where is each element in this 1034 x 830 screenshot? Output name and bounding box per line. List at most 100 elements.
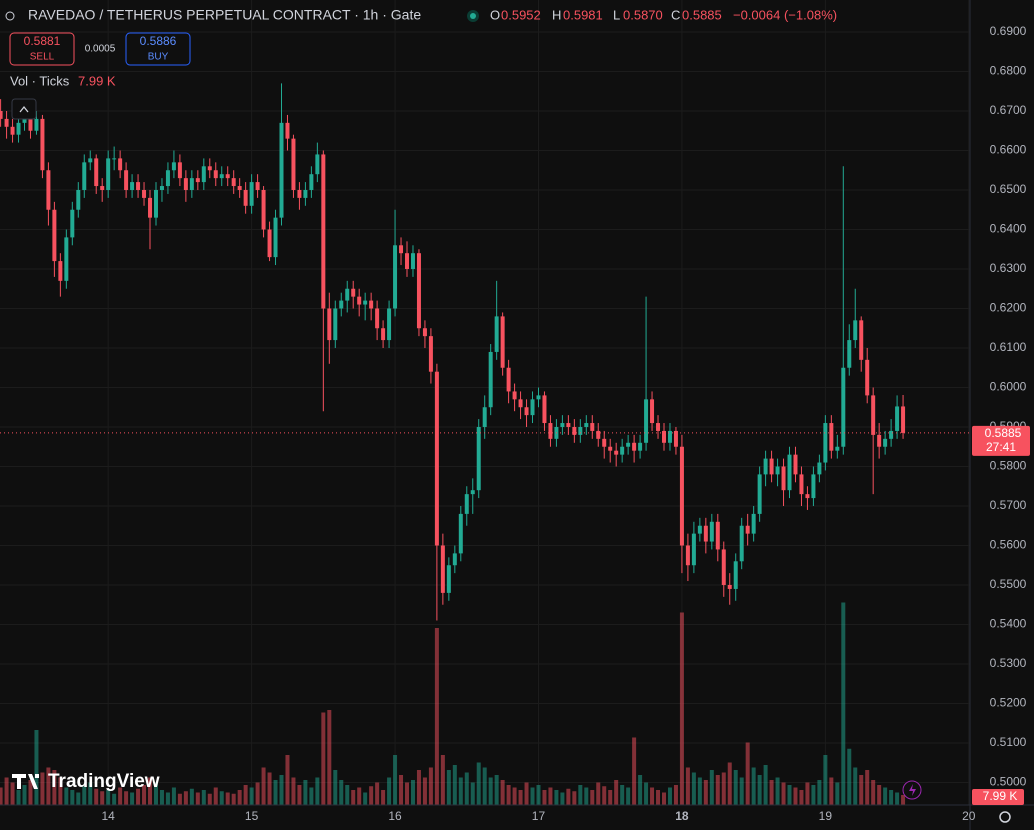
candle-body	[518, 399, 523, 408]
volume-bar	[667, 787, 672, 805]
y-tick-label: 0.6900	[990, 24, 1027, 38]
candle-body	[207, 166, 212, 171]
volume-bar	[22, 785, 27, 805]
volume-bar	[446, 770, 451, 805]
volume-bar	[889, 790, 894, 805]
volume-bar	[793, 787, 798, 805]
candle-body	[709, 521, 714, 542]
buy-button[interactable]	[125, 32, 191, 66]
volume-bar	[835, 782, 840, 805]
volume-bar	[405, 782, 410, 805]
y-tick-label: 0.6200	[990, 301, 1027, 315]
volume-bar	[165, 792, 170, 805]
x-tick-label: 15	[245, 809, 259, 823]
candle-body	[488, 351, 493, 408]
axes: 0.6900 0.6800 0.6700 0.6600 0.6500 0.6400 0.63…	[0, 24, 1030, 823]
candle-body	[500, 316, 505, 368]
volume-bar	[799, 790, 804, 805]
candle-body	[650, 399, 655, 424]
logo-mark	[12, 774, 39, 789]
candle-body	[739, 525, 744, 562]
candle-body	[799, 474, 804, 495]
volume-bar	[363, 792, 368, 805]
candle-body	[548, 423, 553, 439]
candle-body	[58, 261, 63, 281]
y-tick-label: 0.5400	[990, 617, 1027, 631]
volume-bar	[530, 787, 535, 805]
candle-body	[291, 138, 296, 190]
volume-bar	[763, 765, 768, 805]
y-tick-label: 0.5600	[990, 538, 1027, 552]
candle-body	[560, 423, 565, 427]
candle-body	[458, 513, 463, 554]
volume-bar	[596, 782, 601, 805]
candle-body	[4, 118, 9, 127]
volume-bar	[297, 785, 302, 805]
candle-body	[620, 446, 625, 455]
volume-bar	[219, 791, 224, 805]
candle-body	[626, 442, 631, 447]
volume-bar	[632, 737, 637, 805]
volume-bar	[118, 787, 123, 805]
volume-bar	[626, 787, 631, 805]
volume-bar	[4, 777, 9, 805]
candle-body	[303, 189, 308, 198]
volume-bar	[895, 792, 900, 805]
candle-body	[387, 308, 392, 341]
y-tick-label: 0.6800	[990, 64, 1027, 78]
y-tick-label: 0.6500	[990, 182, 1027, 196]
candle-body	[895, 406, 900, 431]
candle-body	[691, 533, 696, 566]
candle-body	[34, 118, 39, 131]
candle-body	[566, 423, 571, 427]
y-tick-label: 0.6700	[990, 103, 1027, 117]
candle-body	[177, 162, 182, 179]
volume-bar	[739, 777, 744, 805]
collapse-button[interactable]	[11, 98, 37, 120]
volume-bar	[494, 775, 499, 805]
volume-bar	[518, 790, 523, 805]
x-tick-label: 17	[532, 809, 546, 823]
candle-body	[847, 340, 852, 368]
buy-label: BUY	[148, 52, 169, 63]
candle-body	[667, 430, 672, 443]
sell-button[interactable]	[9, 32, 75, 66]
candle-body	[745, 525, 750, 534]
volume-bar	[40, 772, 45, 805]
volume-bar	[345, 785, 350, 805]
volume-bar	[673, 785, 678, 805]
volume-bar	[339, 780, 344, 805]
volume-bar	[422, 777, 427, 805]
candle-body	[440, 545, 445, 593]
volume-bar	[823, 755, 828, 805]
volume-bar	[142, 785, 147, 805]
chart-title: RAVEDAO / TETHERUS PERPETUAL CONTRACT · …	[28, 7, 421, 23]
candle-body	[644, 399, 649, 443]
candle-body	[434, 371, 439, 546]
volume-bar	[159, 790, 164, 805]
candle-body	[100, 186, 105, 190]
candle-body	[231, 178, 236, 187]
candle-body	[225, 174, 230, 179]
volume-bar	[285, 755, 290, 805]
candle-body	[130, 182, 135, 190]
candle-body	[279, 122, 284, 218]
candle-body	[321, 154, 326, 309]
volume-bar	[805, 782, 810, 805]
candle-body	[94, 158, 99, 187]
volume-bar	[464, 772, 469, 805]
candle-body	[165, 170, 170, 187]
candle-body	[763, 458, 768, 475]
volume-bar	[267, 772, 272, 805]
y-tick-label: 0.6000	[990, 380, 1027, 394]
candle-body	[608, 446, 613, 451]
y-tick-label: 0.6400	[990, 222, 1027, 236]
candle-body	[656, 423, 661, 431]
candle-body	[883, 438, 888, 447]
volume-bar	[470, 782, 475, 805]
volume-bar	[661, 792, 666, 805]
price-badge-countdown: 27:41	[986, 440, 1016, 454]
settings-icon[interactable]	[999, 811, 1011, 823]
volume-bar	[195, 792, 200, 805]
